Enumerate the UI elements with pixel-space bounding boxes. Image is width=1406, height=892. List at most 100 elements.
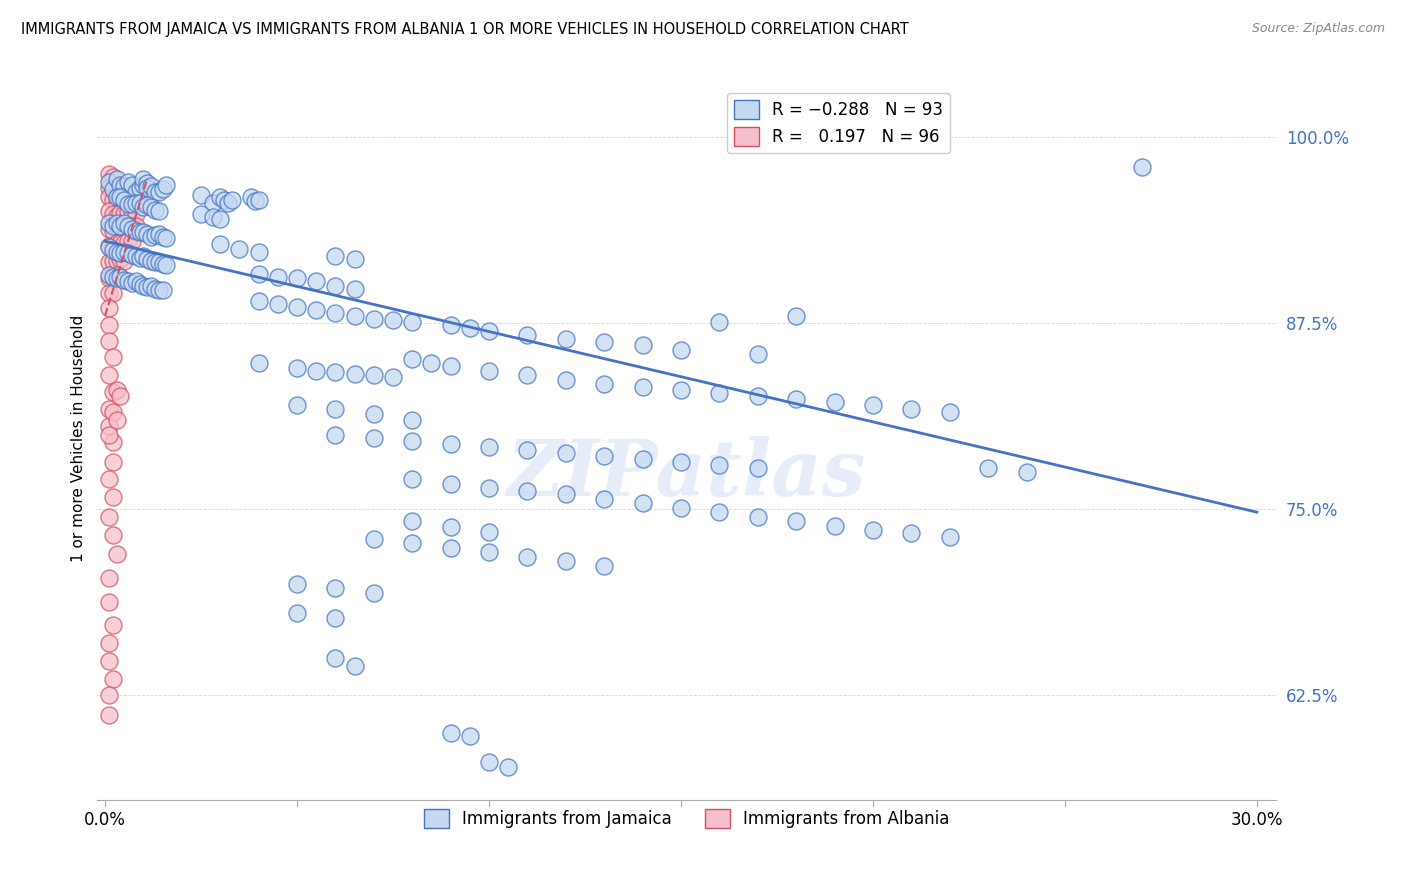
Point (105, 253, 128, 268)
Point (212, 193, 235, 207)
Point (143, 202, 166, 217)
Point (97, 688, 120, 702)
Point (112, 193, 135, 207)
Point (117, 246, 139, 260)
Point (363, 532, 385, 546)
Point (101, 454, 124, 468)
Point (97, 402, 120, 417)
Point (593, 558, 616, 573)
Point (709, 458, 731, 472)
Point (128, 251, 150, 265)
Point (401, 434, 423, 448)
Point (401, 536, 423, 550)
Point (267, 269, 290, 284)
Point (121, 204, 143, 219)
Point (343, 282, 366, 296)
Point (363, 585, 385, 599)
Point (382, 369, 405, 384)
Point (148, 185, 170, 199)
Point (343, 658, 366, 673)
Point (132, 171, 155, 186)
Point (439, 476, 461, 491)
Point (101, 351, 124, 365)
Point (117, 197, 139, 211)
Point (631, 451, 654, 466)
Point (554, 554, 576, 568)
Point (325, 402, 347, 417)
Point (593, 491, 616, 506)
Point (152, 256, 174, 270)
Point (101, 269, 124, 284)
Point (439, 436, 461, 450)
Point (401, 413, 423, 427)
Point (152, 283, 174, 297)
Point (343, 367, 366, 381)
Point (478, 524, 501, 539)
Point (112, 220, 135, 235)
Point (112, 253, 135, 268)
Point (458, 320, 481, 334)
Point (110, 206, 132, 220)
Text: IMMIGRANTS FROM JAMAICA VS IMMIGRANTS FROM ALBANIA 1 OR MORE VEHICLES IN HOUSEHO: IMMIGRANTS FROM JAMAICA VS IMMIGRANTS FR… (21, 22, 908, 37)
Point (139, 253, 162, 268)
Point (101, 435, 124, 450)
Point (143, 228, 166, 243)
Point (516, 549, 538, 564)
Point (363, 431, 385, 445)
Point (101, 672, 124, 686)
Point (110, 252, 132, 266)
Point (110, 189, 132, 203)
Text: ZIPatlas: ZIPatlas (508, 436, 866, 513)
Point (478, 756, 501, 770)
Point (143, 255, 166, 269)
Point (97, 301, 120, 316)
Point (97, 180, 120, 194)
Point (439, 520, 461, 534)
Point (554, 445, 576, 459)
Point (382, 313, 405, 327)
Point (136, 252, 159, 266)
Point (148, 283, 170, 297)
Point (148, 204, 170, 219)
Point (97, 318, 120, 332)
Legend: Immigrants from Jamaica, Immigrants from Albania: Immigrants from Jamaica, Immigrants from… (418, 802, 956, 835)
Point (977, 460, 1000, 475)
Point (669, 383, 692, 397)
Point (97, 472, 120, 486)
Point (110, 235, 132, 250)
Point (305, 364, 328, 378)
Point (136, 280, 159, 294)
Point (105, 547, 128, 561)
Point (900, 402, 922, 417)
Point (593, 449, 616, 463)
Point (117, 274, 139, 288)
Point (516, 442, 538, 457)
Point (785, 309, 807, 323)
Point (117, 193, 139, 207)
Point (247, 244, 270, 259)
Point (101, 219, 124, 234)
Point (101, 384, 124, 399)
Point (343, 252, 366, 266)
Point (97, 204, 120, 219)
Point (110, 178, 132, 192)
Point (112, 216, 135, 230)
Point (155, 231, 177, 245)
Point (136, 180, 159, 194)
Point (285, 300, 308, 314)
Point (516, 368, 538, 383)
Point (117, 204, 139, 219)
Point (217, 195, 239, 210)
Point (631, 496, 654, 510)
Point (110, 246, 132, 260)
Point (155, 178, 177, 192)
Point (97, 268, 120, 283)
Point (110, 219, 132, 234)
Point (121, 222, 143, 236)
Point (132, 249, 155, 263)
Point (401, 351, 423, 366)
Point (121, 197, 143, 211)
Point (343, 309, 366, 323)
Point (121, 247, 143, 261)
Point (247, 293, 270, 308)
